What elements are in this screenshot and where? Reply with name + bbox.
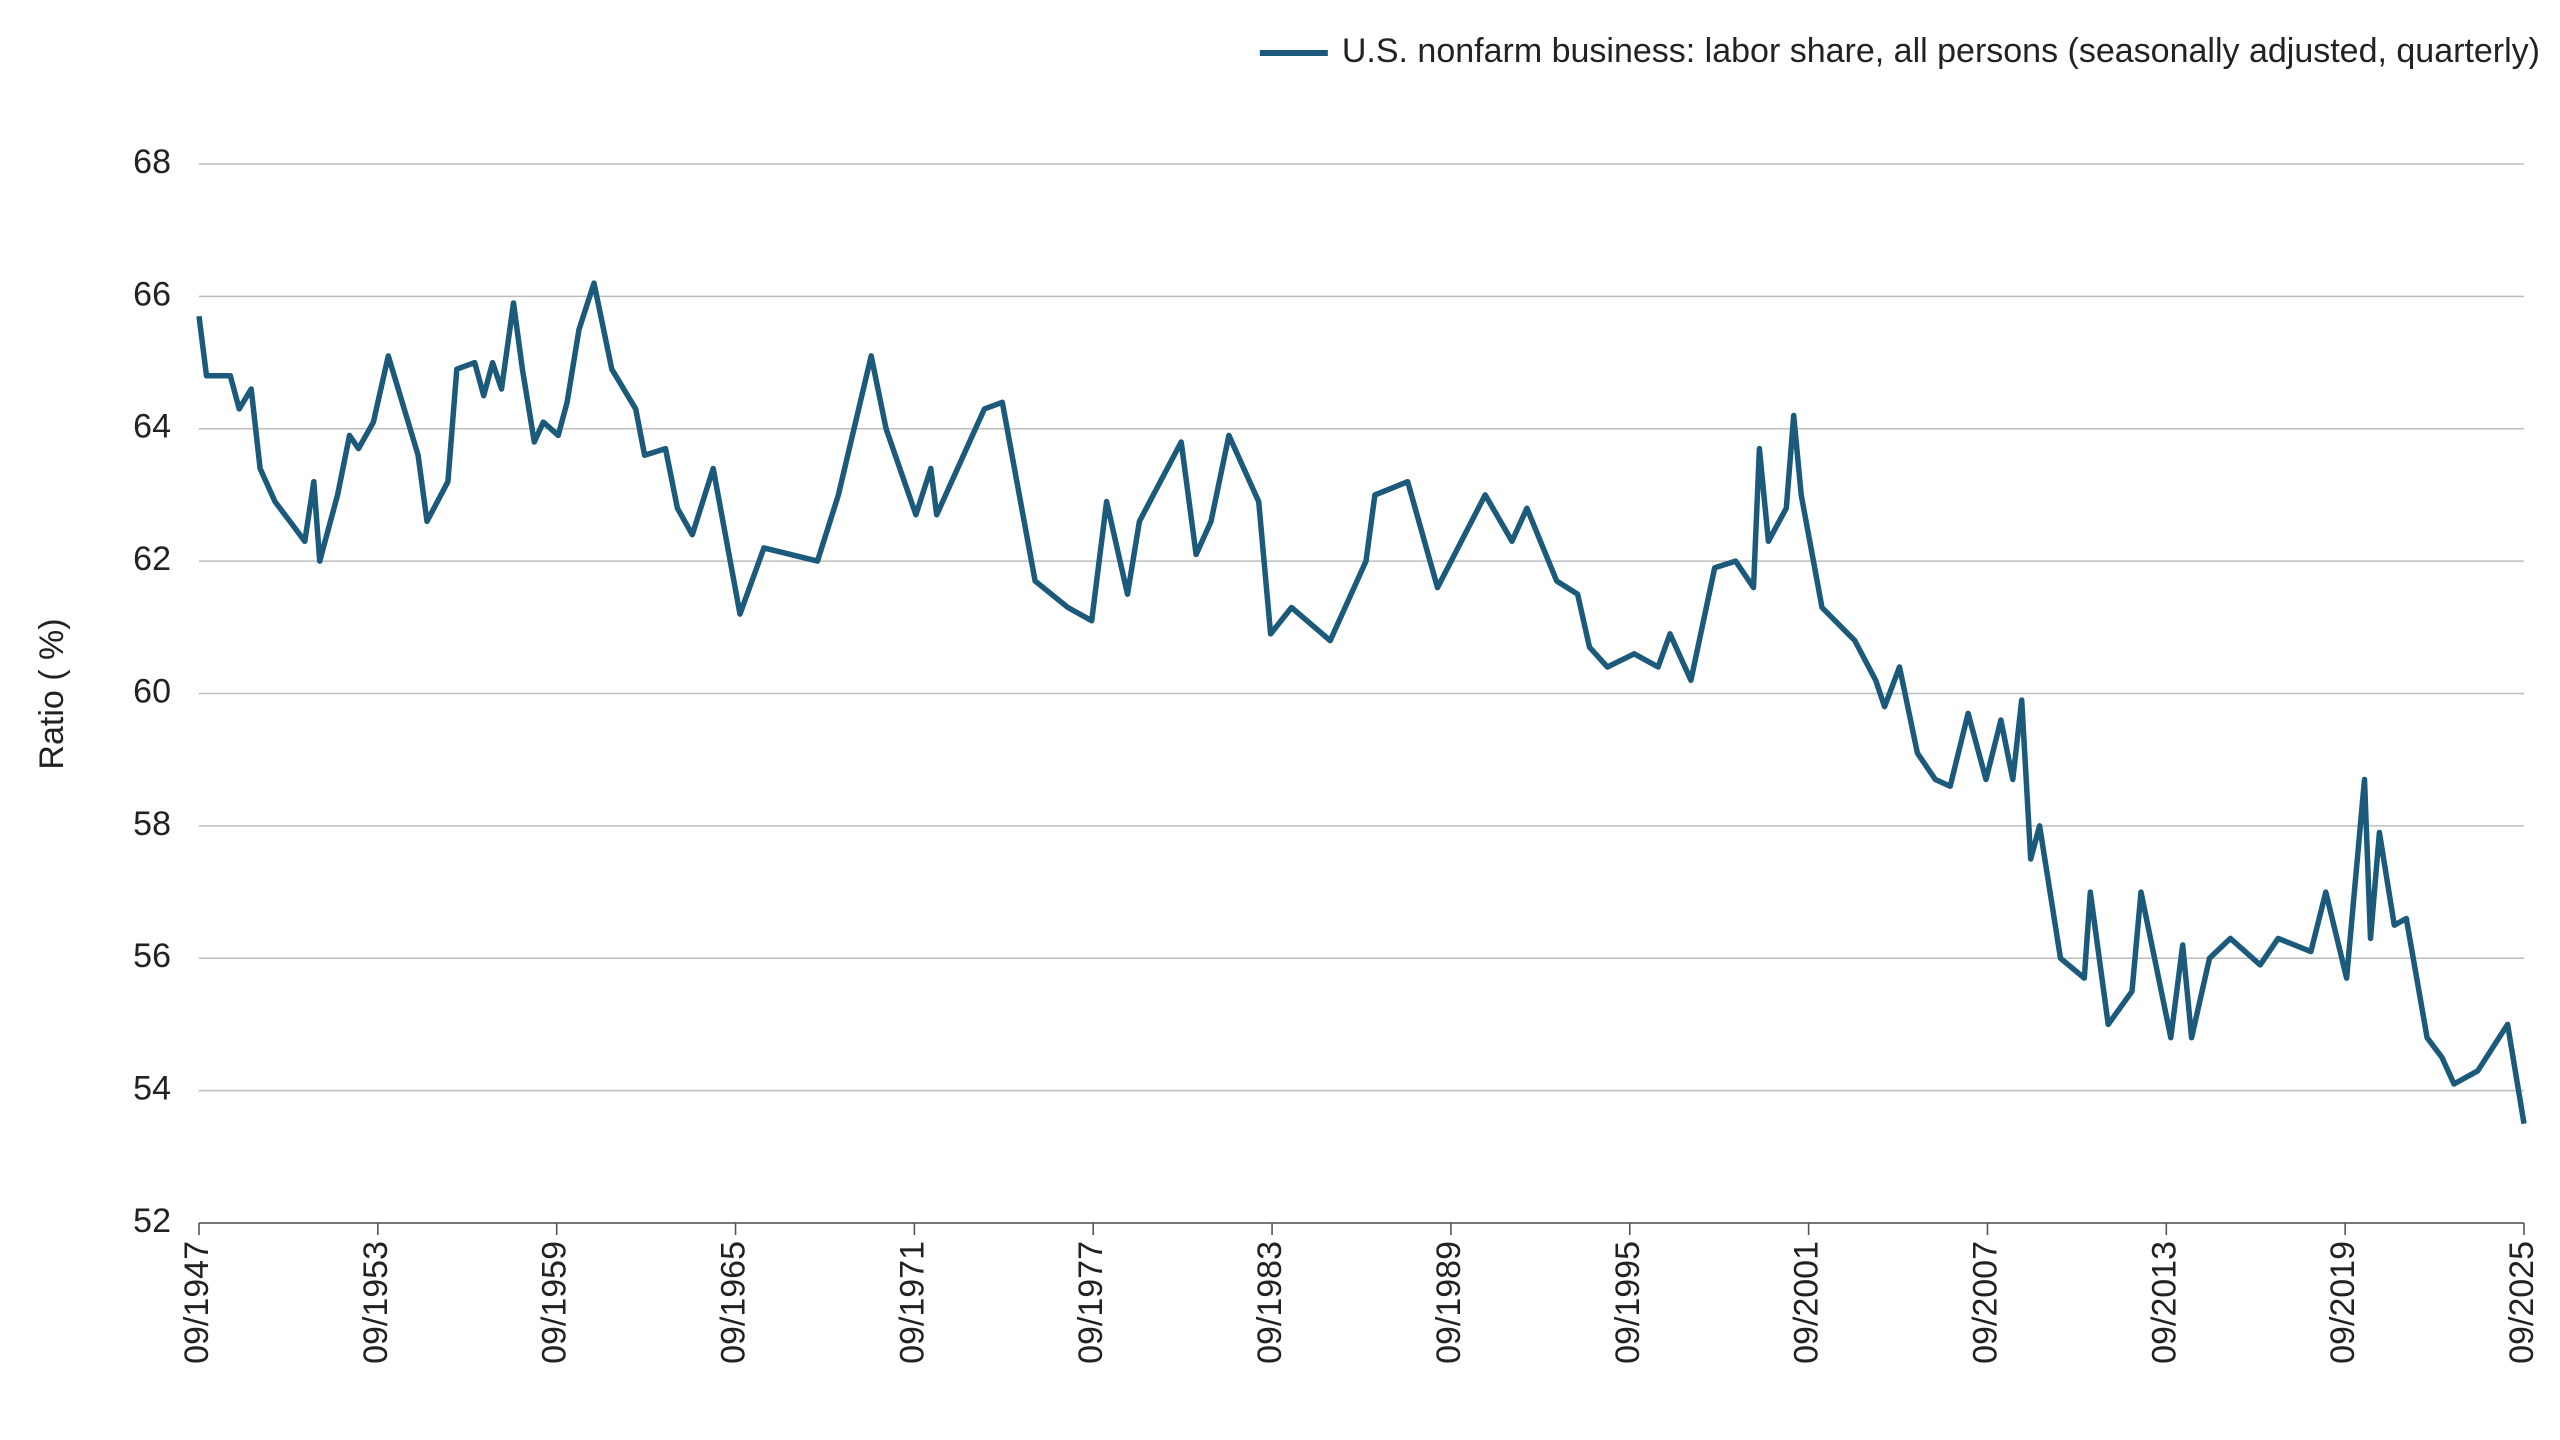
y-tick-label: 66 bbox=[133, 275, 171, 313]
x-tick-label: 09/1983 bbox=[1251, 1241, 1289, 1364]
y-tick-label: 58 bbox=[133, 805, 171, 843]
y-tick-label: 54 bbox=[133, 1070, 171, 1108]
data-line bbox=[196, 280, 2527, 1125]
y-tick-label: 68 bbox=[133, 143, 171, 181]
x-tick-label: 09/2013 bbox=[2145, 1241, 2183, 1364]
y-axis-label: Ratio ( %) bbox=[33, 618, 71, 769]
x-tick-label: 09/1971 bbox=[893, 1241, 931, 1364]
x-tick-label: 09/1977 bbox=[1072, 1241, 1110, 1364]
x-tick-label: 09/2007 bbox=[1966, 1241, 2004, 1364]
x-tick-label: 09/1965 bbox=[715, 1241, 753, 1364]
x-tick-label: 09/1947 bbox=[178, 1241, 216, 1364]
x-tick-label: 09/2001 bbox=[1788, 1241, 1826, 1364]
legend-label: U.S. nonfarm business: labor share, all … bbox=[1342, 32, 2540, 70]
x-tick-label: 09/1989 bbox=[1430, 1241, 1468, 1364]
y-tick-label: 64 bbox=[133, 408, 171, 446]
y-tick-label: 60 bbox=[133, 672, 171, 710]
y-tick-label: 56 bbox=[133, 937, 171, 975]
y-tick-label: 62 bbox=[133, 540, 171, 578]
x-tick-label: 09/1959 bbox=[536, 1241, 574, 1364]
x-tick-label: 09/2025 bbox=[2503, 1241, 2541, 1364]
x-tick-label: 09/2019 bbox=[2324, 1241, 2362, 1364]
y-tick-label: 52 bbox=[133, 1202, 171, 1240]
x-tick-label: 09/1995 bbox=[1609, 1241, 1647, 1364]
x-tick-label: 09/1953 bbox=[357, 1241, 395, 1364]
